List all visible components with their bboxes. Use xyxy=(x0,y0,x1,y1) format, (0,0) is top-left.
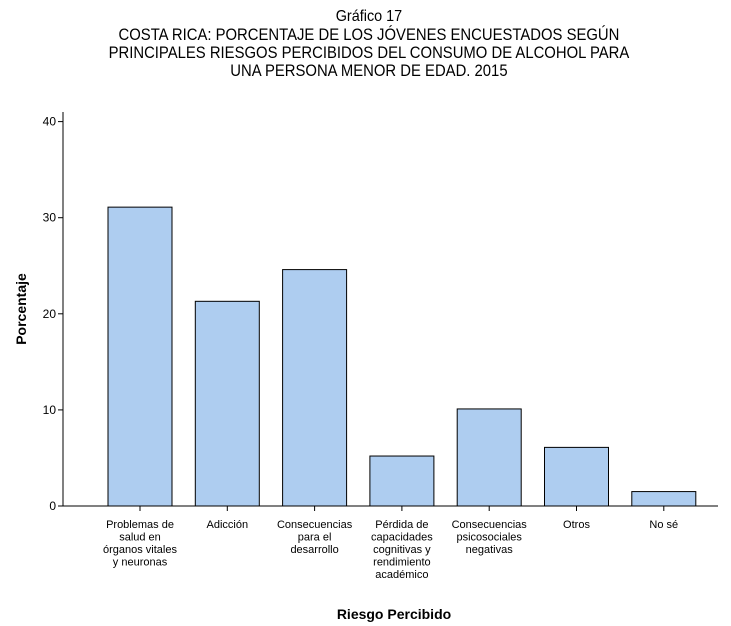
x-tick-label: Consecuencias para el desarrollo xyxy=(277,519,353,556)
chart-title-line-2: COSTA RICA: PORCENTAJE DE LOS JÓVENES EN… xyxy=(118,26,620,44)
x-tick-label: Otros xyxy=(563,519,590,531)
y-tick-label: 20 xyxy=(43,307,57,321)
bar xyxy=(369,455,435,507)
y-tick-label: 10 xyxy=(43,403,57,417)
chart-title-line-1: Gráfico 17 xyxy=(335,8,403,25)
bar xyxy=(282,269,348,507)
bar xyxy=(194,300,260,507)
x-tick-label: Pérdida de capacidades cognitivas y rendimi… xyxy=(371,519,433,581)
chart-title-line-3: PRINCIPALES RIESGOS PERCIBIDOS DEL CONSU… xyxy=(108,44,630,62)
bar xyxy=(456,408,522,507)
y-tick-label: 30 xyxy=(43,211,57,225)
x-tick-label: Problemas de salud en órganos vitales y neu… xyxy=(103,519,177,569)
x-axis-category-labels: Problemas de salud en órganos vitales y neu… xyxy=(103,506,678,581)
x-tick-label: Consecuencias psicosociales negativas xyxy=(452,519,528,556)
bar xyxy=(631,491,697,507)
chart-bars xyxy=(107,206,697,507)
y-tick-label: 40 xyxy=(43,115,57,129)
y-axis-title: Porcentaje xyxy=(13,273,29,345)
chart-title: Gráfico 17 COSTA RICA: PORCENTAJE DE LOS… xyxy=(0,8,731,80)
x-tick-label: No sé xyxy=(649,519,678,531)
bar xyxy=(107,206,173,507)
chart-title-line-4: UNA PERSONA MENOR DE EDAD. 2015 xyxy=(230,62,508,80)
y-tick-label: 0 xyxy=(49,499,56,513)
bar xyxy=(544,446,609,507)
x-axis-title: Riesgo Percibido xyxy=(337,606,451,622)
x-tick-label: Adicción xyxy=(207,519,249,531)
y-axis-ticks: 0 10 20 30 40 xyxy=(43,115,63,513)
